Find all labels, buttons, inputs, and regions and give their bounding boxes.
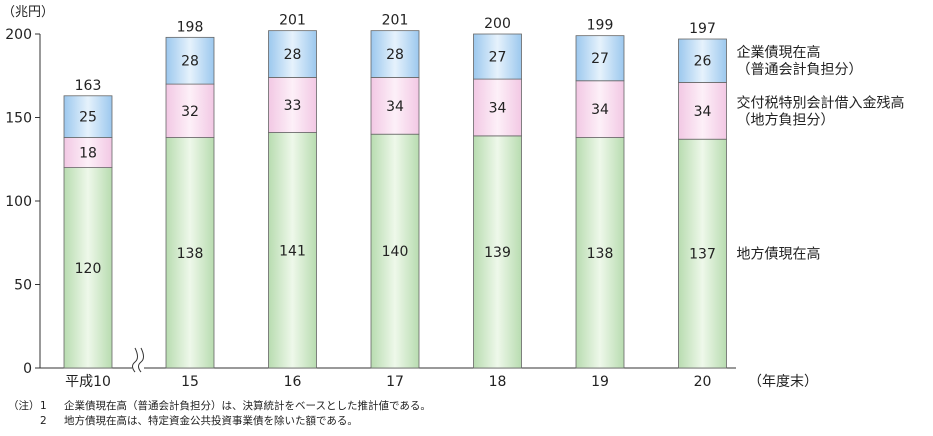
bar-segment: [165, 137, 215, 369]
bar-segment: [63, 95, 113, 138]
x-tick-label: 15: [181, 374, 199, 390]
legend-label: 交付税特別会計借入金残高: [737, 94, 905, 111]
bar-segment: [678, 38, 727, 83]
data-label: 27: [489, 50, 507, 66]
x-unit-label: （年度末）: [748, 374, 818, 390]
axis-break-line: [132, 347, 138, 373]
bar-segment: [268, 30, 317, 78]
axis-break-gap: [132, 348, 144, 372]
bar-segment: [575, 137, 625, 369]
axis-break-line: [138, 347, 144, 373]
total-label: 199: [587, 18, 614, 34]
data-label: 28: [386, 47, 404, 63]
bar-segment: [268, 132, 317, 369]
note-1: （注）1 企業債現在高（普通会計負担分）は、決算統計をベースとした推計値である。: [8, 399, 431, 414]
data-label: 28: [284, 47, 302, 63]
bar-segment: [165, 83, 215, 138]
data-label: 27: [591, 51, 609, 67]
y-unit-label: （兆円）: [2, 5, 54, 20]
data-label: 120: [75, 261, 102, 277]
bar-segment: [473, 33, 522, 80]
data-label: 138: [177, 246, 204, 262]
bar-segment: [575, 80, 625, 138]
bar-segment: [473, 78, 522, 137]
total-label: 198: [177, 19, 204, 35]
bar-segment: [678, 138, 727, 369]
x-tick-label: 平成10: [65, 374, 111, 390]
data-label: 139: [484, 245, 511, 261]
data-label: 138: [587, 246, 614, 262]
y-tick-label: 200: [5, 27, 32, 43]
note-2: 2 地方債現在高は、特定資金公共投資事業債を除いた額である。: [8, 414, 431, 429]
total-label: 200: [484, 16, 511, 32]
x-tick-label: 20: [694, 374, 712, 390]
x-tick-label: 16: [284, 374, 302, 390]
labels: 120 18 25 163 138 32 28 198 141 33 28 201 140 34 28 201…: [75, 13, 905, 277]
bar-segment: [370, 133, 420, 369]
data-label: 141: [279, 243, 306, 259]
data-label: 18: [79, 146, 97, 162]
y-tick-label: 50: [14, 278, 32, 294]
axes: 0 50 100 150 200 （兆円） 平成10 15 16 17 18 19 20 （年度末）: [2, 5, 818, 390]
data-label: 137: [689, 247, 716, 263]
data-label: 34: [386, 99, 404, 115]
data-label: 34: [591, 102, 609, 118]
legend-label: 企業債現在高: [737, 44, 821, 61]
data-label: 26: [694, 54, 712, 70]
data-label: 28: [181, 54, 199, 70]
legend-label: （普通会計負担分）: [737, 62, 863, 78]
bar-segment: [370, 30, 420, 78]
data-label: 25: [79, 110, 97, 126]
total-label: 201: [279, 13, 306, 29]
bar-segment: [165, 36, 215, 85]
note-number: 2: [40, 415, 47, 427]
chart: 0 50 100 150 200 （兆円） 平成10 15 16 17 18 19 20 （年度末） 12…: [2, 5, 905, 390]
legend-label: 地方債現在高: [737, 246, 821, 263]
total-label: 197: [689, 21, 716, 37]
bars: [63, 30, 727, 369]
y-tick-label: 100: [5, 194, 32, 210]
bar-segment: [268, 77, 317, 133]
x-tick-label: 17: [386, 374, 404, 390]
data-label: 33: [284, 98, 302, 114]
bar-segment: [473, 135, 522, 369]
bar-segment: [370, 77, 420, 135]
y-tick-label: 150: [5, 111, 32, 127]
total-label: 201: [382, 13, 409, 29]
total-label: 163: [75, 78, 102, 94]
x-tick-label: 19: [591, 374, 609, 390]
y-tick-label: 0: [23, 361, 32, 377]
note-number: 1: [40, 400, 47, 412]
data-label: 34: [694, 104, 712, 120]
note-text: 企業債現在高（普通会計負担分）は、決算統計をベースとした推計値である。: [64, 400, 431, 412]
x-tick-label: 18: [489, 374, 507, 390]
bar-segment: [678, 82, 727, 140]
note-text: 地方債現在高は、特定資金公共投資事業債を除いた額である。: [64, 415, 358, 427]
data-label: 140: [382, 244, 409, 260]
bar-segment: [575, 35, 625, 82]
data-label: 34: [489, 100, 507, 116]
data-label: 32: [181, 104, 199, 120]
legend-label: （地方負担分）: [737, 112, 835, 128]
notes: （注）1 企業債現在高（普通会計負担分）は、決算統計をベースとした推計値である。 …: [8, 399, 431, 429]
note-mark: （注）: [8, 400, 40, 412]
